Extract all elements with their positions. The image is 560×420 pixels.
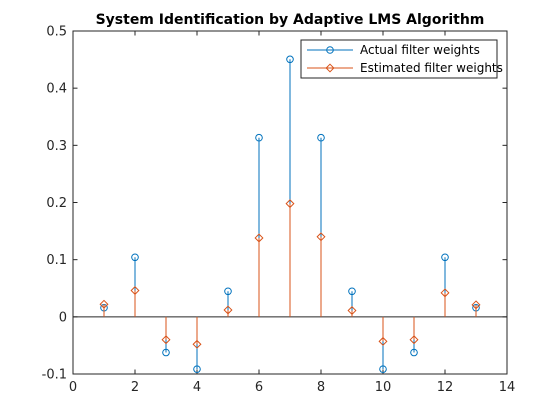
stem-marker [316,232,326,242]
stem-marker [317,133,325,142]
legend-label: Estimated filter weights [360,61,503,75]
x-tick-label: 6 [255,380,263,395]
chart-title: System Identification by Adaptive LMS Al… [96,12,485,28]
x-tick-label: 8 [317,380,325,395]
stem-marker [162,348,170,357]
stem-marker [131,253,139,262]
y-tick-label: 0.5 [46,25,67,40]
legend-marker [325,63,335,73]
stem-marker [254,233,264,243]
stem-marker [441,253,449,262]
legend-marker [326,46,334,54]
legend: Actual filter weights Estimated filter we… [300,39,503,79]
stem-marker [379,365,387,373]
stem-marker [409,335,419,345]
y-tick-label: 0.1 [46,253,67,268]
y-tick-label: 0.4 [46,82,67,97]
x-tick-label: 10 [375,380,392,395]
stem-marker [99,299,109,309]
stem-marker [471,300,481,310]
y-tick-label: 0 [59,310,67,325]
legend-box [300,39,498,79]
x-tick-label: 0 [69,380,77,395]
legend-label: Actual filter weights [360,43,480,57]
stem-marker [347,306,357,316]
stem-marker [286,55,294,64]
stem-marker [378,336,388,346]
stem-marker [224,287,232,296]
stem-marker [255,133,263,142]
x-tick-label: 4 [193,380,201,395]
stem-marker [192,339,202,349]
stem-marker [348,287,356,296]
stem-marker [223,305,233,315]
stem-marker [440,288,450,298]
y-tick-label: 0.3 [46,139,67,154]
stem-marker [410,348,418,357]
x-tick-label: 12 [437,380,454,395]
y-tick-label: 0.2 [46,196,67,211]
x-tick-label: 14 [499,380,516,395]
plot-area: 0 2 4 6 8 10 12 14-0.100.10.20.30.40.5 [42,25,516,396]
x-tick-label: 2 [131,380,139,395]
stem-marker [193,365,201,373]
stem-marker [161,335,171,345]
stem-marker [285,199,295,209]
series-2 [99,199,481,349]
stem-marker [130,286,140,296]
y-tick-label: -0.1 [42,368,67,383]
